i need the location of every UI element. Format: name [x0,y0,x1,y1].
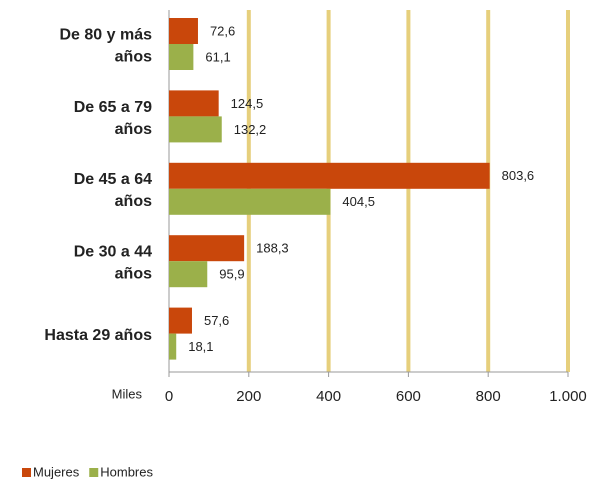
value-label: 404,5 [342,194,375,209]
x-tick-label: 0 [165,388,173,405]
bar [169,188,331,215]
value-label: 132,2 [234,122,267,137]
x-tick-label: 400 [316,388,341,405]
category-label: Hasta 29 años [44,327,152,344]
category-label: años [115,266,152,283]
legend-swatch [22,468,31,477]
value-label: 61,1 [205,49,230,64]
bar [169,261,208,288]
value-label: 57,6 [204,313,229,328]
category-label: De 80 y más [59,26,152,43]
value-label: 18,1 [188,339,213,354]
value-label: 124,5 [231,96,264,111]
bar [169,235,245,262]
legend-swatch [89,468,99,477]
value-label: 803,6 [502,168,535,183]
category-label: años [115,48,152,65]
bar [169,116,222,143]
value-label: 72,6 [210,23,235,38]
category-label: años [115,121,152,138]
x-axis-label: Miles [112,386,143,401]
value-label: 95,9 [219,267,244,282]
value-label: 188,3 [256,241,289,256]
category-label: De 30 a 44 [74,244,152,261]
x-tick-label: 200 [236,388,261,405]
legend-label: Hombres [100,464,153,479]
legend-label: Mujeres [33,464,80,479]
category-label: De 65 a 79 [74,99,152,116]
bar [169,333,177,360]
category-label: años [115,193,152,210]
x-tick-label: 1.000 [549,388,587,405]
x-tick-label: 800 [476,388,501,405]
bar [169,90,219,117]
bar [169,44,194,70]
category-label: De 45 a 64 [74,171,152,188]
bar [169,307,192,334]
x-tick-label: 600 [396,388,421,405]
bar [169,162,490,189]
bar [169,18,198,44]
